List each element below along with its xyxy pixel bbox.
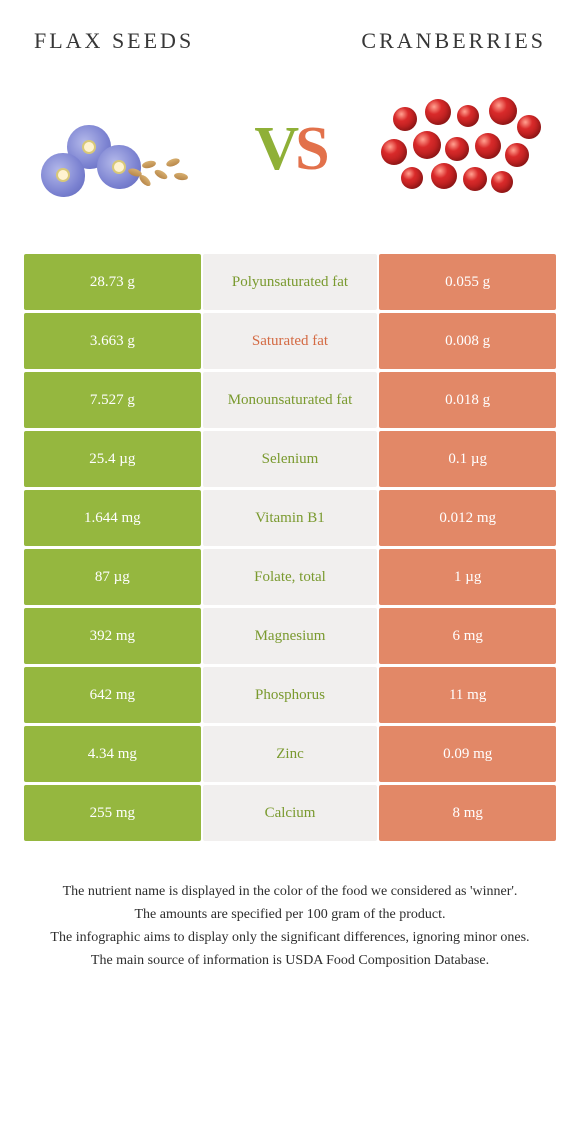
hero-row: VS xyxy=(24,84,556,214)
table-row: 392 mgMagnesium6 mg xyxy=(24,608,556,664)
table-row: 25.4 µgSelenium0.1 µg xyxy=(24,431,556,487)
nutrient-label: Polyunsaturated fat xyxy=(203,254,378,310)
vs-label: VS xyxy=(254,114,325,185)
nutrient-label: Monounsaturated fat xyxy=(203,372,378,428)
value-left: 87 µg xyxy=(24,549,201,605)
value-left: 25.4 µg xyxy=(24,431,201,487)
footnote-line: The amounts are specified per 100 gram o… xyxy=(38,904,542,925)
value-left: 7.527 g xyxy=(24,372,201,428)
nutrient-label: Phosphorus xyxy=(203,667,378,723)
table-row: 7.527 gMonounsaturated fat0.018 g xyxy=(24,372,556,428)
cranberries-illustration xyxy=(366,84,556,214)
value-right: 0.055 g xyxy=(379,254,556,310)
value-left: 1.644 mg xyxy=(24,490,201,546)
table-row: 255 mgCalcium8 mg xyxy=(24,785,556,841)
nutrient-label: Vitamin B1 xyxy=(203,490,378,546)
value-right: 6 mg xyxy=(379,608,556,664)
nutrient-label: Folate, total xyxy=(203,549,378,605)
flax-illustration xyxy=(24,84,214,214)
value-left: 255 mg xyxy=(24,785,201,841)
value-left: 642 mg xyxy=(24,667,201,723)
table-row: 3.663 gSaturated fat0.008 g xyxy=(24,313,556,369)
table-row: 28.73 gPolyunsaturated fat0.055 g xyxy=(24,254,556,310)
value-right: 11 mg xyxy=(379,667,556,723)
nutrient-table: 28.73 gPolyunsaturated fat0.055 g3.663 g… xyxy=(24,254,556,841)
table-row: 4.34 mgZinc0.09 mg xyxy=(24,726,556,782)
title-row: FLAX SEEDS CRANBERRIES xyxy=(24,28,556,54)
nutrient-label: Zinc xyxy=(203,726,378,782)
value-right: 0.012 mg xyxy=(379,490,556,546)
title-left: FLAX SEEDS xyxy=(34,28,194,54)
value-right: 0.09 mg xyxy=(379,726,556,782)
table-row: 87 µgFolate, total1 µg xyxy=(24,549,556,605)
value-left: 28.73 g xyxy=(24,254,201,310)
value-left: 3.663 g xyxy=(24,313,201,369)
value-right: 0.008 g xyxy=(379,313,556,369)
value-right: 1 µg xyxy=(379,549,556,605)
footnote-line: The nutrient name is displayed in the co… xyxy=(38,881,542,902)
value-right: 8 mg xyxy=(379,785,556,841)
title-right: CRANBERRIES xyxy=(361,28,546,54)
nutrient-label: Saturated fat xyxy=(203,313,378,369)
footnote-line: The main source of information is USDA F… xyxy=(38,950,542,971)
value-right: 0.1 µg xyxy=(379,431,556,487)
footnotes: The nutrient name is displayed in the co… xyxy=(24,881,556,971)
vs-v: V xyxy=(254,115,295,183)
value-left: 4.34 mg xyxy=(24,726,201,782)
nutrient-label: Selenium xyxy=(203,431,378,487)
value-left: 392 mg xyxy=(24,608,201,664)
nutrient-label: Magnesium xyxy=(203,608,378,664)
infographic-container: FLAX SEEDS CRANBERRIES xyxy=(0,0,580,1001)
table-row: 1.644 mgVitamin B10.012 mg xyxy=(24,490,556,546)
table-row: 642 mgPhosphorus11 mg xyxy=(24,667,556,723)
value-right: 0.018 g xyxy=(379,372,556,428)
nutrient-label: Calcium xyxy=(203,785,378,841)
footnote-line: The infographic aims to display only the… xyxy=(38,927,542,948)
vs-s: S xyxy=(295,115,325,183)
